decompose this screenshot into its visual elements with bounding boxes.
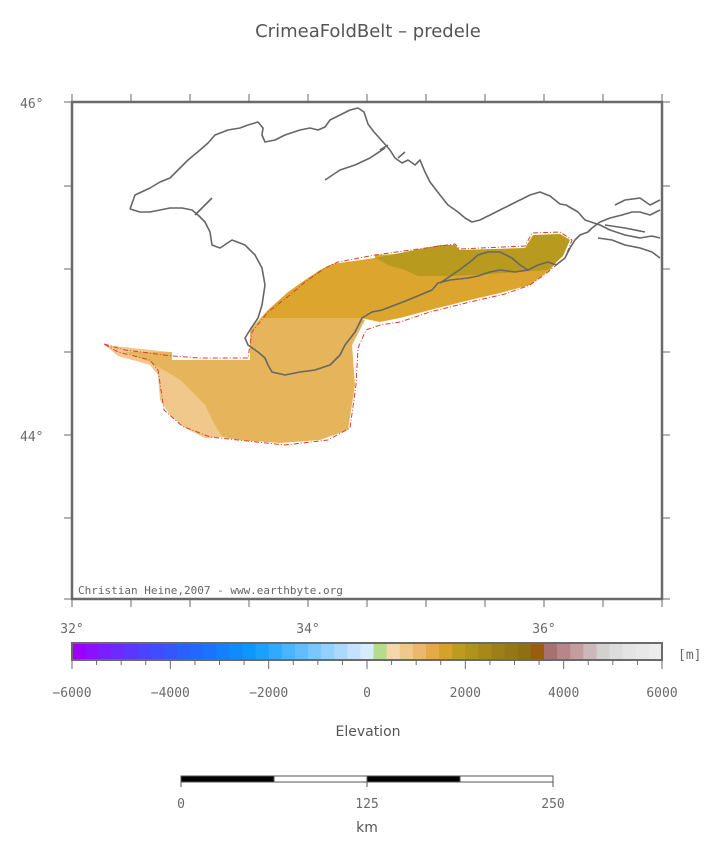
colorbar-cell xyxy=(596,643,611,660)
colorbar-cell xyxy=(399,643,414,660)
map-frame xyxy=(70,100,664,601)
colorbar-unit: [m] xyxy=(678,648,701,663)
colorbar-cell xyxy=(163,643,178,660)
scale-seg-3 xyxy=(366,775,461,783)
lon-label-36: 36° xyxy=(532,622,555,637)
colorbar-cell xyxy=(281,643,296,660)
light-tan-region xyxy=(105,345,222,438)
colorbar-cell xyxy=(190,643,204,660)
colorbar-cell xyxy=(491,643,506,660)
coastlines xyxy=(129,107,661,376)
colorbar-tick-label: 0 xyxy=(363,686,371,701)
scale-label-0: 0 xyxy=(177,797,185,812)
tarkhankut-detail xyxy=(194,144,406,216)
crimea-coastline xyxy=(129,107,661,239)
colorbar-cell xyxy=(609,643,624,660)
lon-label-32: 32° xyxy=(60,622,83,637)
colorbar-cell xyxy=(294,643,309,660)
olive-region xyxy=(375,234,570,276)
colorbar-cell xyxy=(308,643,322,660)
colorbar-cell xyxy=(386,643,401,660)
arabat-spit xyxy=(324,147,386,181)
colorbar-cell xyxy=(544,643,558,660)
scale-bar xyxy=(180,775,554,787)
colorbar-tick-label: −4000 xyxy=(151,686,190,701)
colorbar-tick-label: 2000 xyxy=(450,686,481,701)
colorbar-cell xyxy=(373,643,388,660)
colorbar-cell xyxy=(111,643,126,660)
map-title: CrimeaFoldBelt – predele xyxy=(255,21,481,42)
colorbar-tick-labels: −6000 −4000 −2000 0 2000 4000 6000 xyxy=(52,686,677,701)
taman-peninsula xyxy=(591,197,661,259)
colorbar-cell xyxy=(426,643,440,660)
colorbar-cell xyxy=(124,643,139,660)
colorbar-cell xyxy=(583,643,598,660)
colorbar-cell xyxy=(98,643,112,660)
colorbar-cell xyxy=(203,643,217,660)
colorbar-cell xyxy=(229,643,244,660)
colorbar-cell xyxy=(137,643,152,660)
fold-belt-boundary xyxy=(103,231,573,446)
colorbar-cell xyxy=(478,643,493,660)
scale-unit: km xyxy=(356,820,378,836)
lat-label-46: 46° xyxy=(20,97,43,112)
colorbar-cell xyxy=(334,643,348,660)
colorbar-ticks xyxy=(71,660,663,669)
colorbar-cell xyxy=(412,643,427,660)
colorbar-cell xyxy=(242,643,257,660)
scale-seg-4 xyxy=(459,775,554,783)
colorbar-cell xyxy=(622,643,637,660)
scale-seg-2 xyxy=(273,775,368,783)
colorbar-cell xyxy=(648,643,663,660)
colorbar-cell xyxy=(465,643,480,660)
map-credit: Christian Heine,2007 - www.earthbyte.org xyxy=(78,584,343,597)
colorbar-tick-label: 6000 xyxy=(646,686,677,701)
scale-label-250: 250 xyxy=(541,797,564,812)
kerch-inland-line xyxy=(439,251,529,284)
colorbar-cell xyxy=(504,643,519,660)
colorbar-title: Elevation xyxy=(335,724,400,740)
colorbar-tick-label: −6000 xyxy=(52,686,91,701)
fold-belt-area xyxy=(105,234,570,443)
colorbar-cell xyxy=(268,643,283,660)
colorbar-cell xyxy=(176,643,191,660)
colorbar-cells xyxy=(72,643,663,660)
colorbar-tick-label: 4000 xyxy=(548,686,579,701)
frame-ticks xyxy=(64,94,670,607)
colorbar-cell xyxy=(216,643,230,660)
colorbar-cell xyxy=(150,643,165,660)
colorbar-cell xyxy=(557,643,571,660)
colorbar-cell xyxy=(452,643,466,660)
colorbar-cell xyxy=(255,643,270,660)
lat-label-44: 44° xyxy=(20,430,43,445)
colorbar-cell xyxy=(72,643,86,660)
colorbar-cell xyxy=(635,643,650,660)
scale-label-125: 125 xyxy=(355,797,378,812)
tan-region xyxy=(125,318,365,443)
colorbar-cell xyxy=(347,643,362,660)
colorbar-tick-label: −2000 xyxy=(249,686,288,701)
colorbar-cell xyxy=(530,643,545,660)
crimea-west-coast xyxy=(129,207,593,376)
colorbar-cell xyxy=(360,643,375,660)
colorbar-cell xyxy=(439,643,453,660)
colorbar-cell xyxy=(85,643,99,660)
colorbar-cell xyxy=(321,643,335,660)
lon-label-34: 34° xyxy=(296,622,319,637)
colorbar-cell xyxy=(517,643,532,660)
scale-seg-1 xyxy=(180,775,275,783)
colorbar-cell xyxy=(570,643,584,660)
